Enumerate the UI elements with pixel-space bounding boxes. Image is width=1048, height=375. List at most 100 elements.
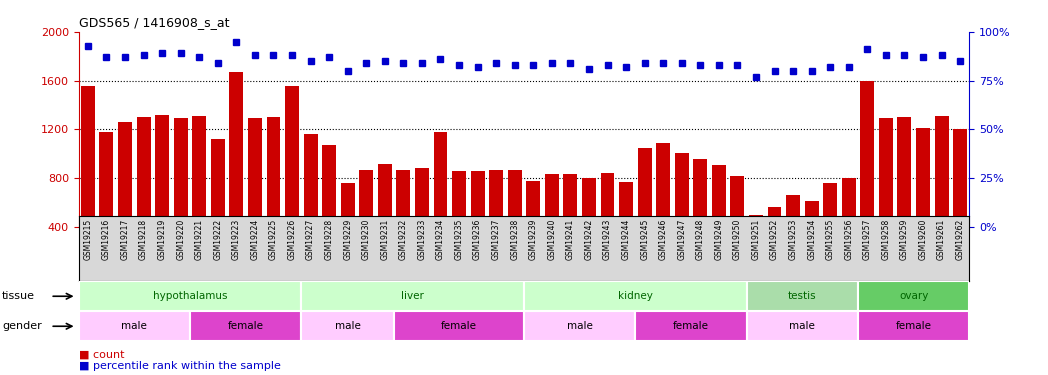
Bar bbox=[100, 132, 113, 227]
Bar bbox=[635, 311, 746, 341]
Text: GSM19254: GSM19254 bbox=[807, 219, 816, 260]
Bar bbox=[842, 178, 856, 227]
Bar bbox=[564, 174, 577, 227]
Bar bbox=[471, 171, 484, 227]
Bar bbox=[786, 195, 800, 227]
Bar bbox=[712, 165, 726, 227]
Bar bbox=[954, 129, 967, 227]
Bar bbox=[524, 281, 746, 311]
Text: GSM19235: GSM19235 bbox=[455, 219, 463, 260]
Text: GSM19232: GSM19232 bbox=[399, 219, 408, 260]
Text: male: male bbox=[334, 321, 361, 331]
Bar bbox=[285, 86, 299, 227]
Text: GSM19260: GSM19260 bbox=[918, 219, 927, 260]
Bar bbox=[230, 72, 243, 227]
Text: GSM19238: GSM19238 bbox=[510, 219, 519, 260]
Bar bbox=[174, 118, 188, 227]
Text: female: female bbox=[227, 321, 264, 331]
Bar bbox=[118, 122, 132, 227]
Bar bbox=[192, 116, 206, 227]
Bar bbox=[637, 148, 652, 227]
Text: GSM19250: GSM19250 bbox=[733, 219, 742, 260]
Text: GSM19248: GSM19248 bbox=[696, 219, 705, 260]
Bar bbox=[805, 201, 818, 227]
Text: GSM19247: GSM19247 bbox=[677, 219, 686, 260]
Bar bbox=[341, 183, 354, 227]
Text: GSM19219: GSM19219 bbox=[157, 219, 167, 260]
Bar bbox=[190, 311, 301, 341]
Text: GSM19251: GSM19251 bbox=[751, 219, 761, 260]
Bar bbox=[248, 118, 262, 227]
Text: GSM19259: GSM19259 bbox=[900, 219, 909, 260]
Bar bbox=[694, 159, 707, 227]
Text: GSM19234: GSM19234 bbox=[436, 219, 445, 260]
Bar bbox=[526, 181, 540, 227]
Text: GSM19252: GSM19252 bbox=[770, 219, 779, 260]
Text: GSM19261: GSM19261 bbox=[937, 219, 946, 260]
Text: GSM19216: GSM19216 bbox=[102, 219, 111, 260]
Text: liver: liver bbox=[401, 291, 424, 301]
Bar bbox=[322, 145, 336, 227]
Text: female: female bbox=[441, 321, 477, 331]
Bar bbox=[860, 81, 874, 227]
Text: tissue: tissue bbox=[2, 291, 35, 301]
Text: GSM19246: GSM19246 bbox=[659, 219, 668, 260]
Bar bbox=[79, 311, 190, 341]
Bar bbox=[916, 128, 930, 227]
Bar bbox=[824, 183, 837, 227]
Bar bbox=[524, 311, 635, 341]
Bar bbox=[266, 117, 281, 227]
Bar bbox=[155, 115, 169, 227]
Bar bbox=[545, 174, 559, 227]
Text: GSM19245: GSM19245 bbox=[640, 219, 649, 260]
Bar bbox=[619, 182, 633, 227]
Text: GSM19226: GSM19226 bbox=[287, 219, 297, 260]
Bar bbox=[675, 153, 689, 227]
Text: female: female bbox=[896, 321, 932, 331]
Bar bbox=[211, 139, 224, 227]
Text: GSM19256: GSM19256 bbox=[845, 219, 853, 260]
Text: GSM19224: GSM19224 bbox=[250, 219, 260, 260]
Text: GSM19244: GSM19244 bbox=[621, 219, 631, 260]
Text: GSM19223: GSM19223 bbox=[232, 219, 241, 260]
Bar bbox=[434, 132, 447, 227]
Text: GSM19231: GSM19231 bbox=[380, 219, 389, 260]
Text: testis: testis bbox=[788, 291, 816, 301]
Text: GSM19220: GSM19220 bbox=[176, 219, 185, 260]
Text: GSM19228: GSM19228 bbox=[325, 219, 333, 260]
Bar bbox=[879, 118, 893, 227]
Text: GSM19218: GSM19218 bbox=[139, 219, 148, 260]
Bar bbox=[508, 170, 522, 227]
Bar bbox=[858, 311, 969, 341]
Text: GSM19257: GSM19257 bbox=[863, 219, 872, 260]
Text: kidney: kidney bbox=[618, 291, 653, 301]
Text: GSM19242: GSM19242 bbox=[585, 219, 593, 260]
Bar bbox=[394, 311, 524, 341]
Bar bbox=[746, 311, 858, 341]
Bar bbox=[749, 214, 763, 227]
Bar bbox=[378, 164, 392, 227]
Text: male: male bbox=[122, 321, 147, 331]
Text: GSM19243: GSM19243 bbox=[603, 219, 612, 260]
Bar bbox=[897, 117, 912, 227]
Bar bbox=[858, 281, 969, 311]
Bar bbox=[136, 117, 151, 227]
Text: ovary: ovary bbox=[899, 291, 929, 301]
Text: GSM19239: GSM19239 bbox=[529, 219, 538, 260]
Text: GSM19225: GSM19225 bbox=[269, 219, 278, 260]
Bar bbox=[489, 170, 503, 227]
Text: GSM19262: GSM19262 bbox=[956, 219, 964, 260]
Text: GSM19258: GSM19258 bbox=[881, 219, 891, 260]
Bar bbox=[301, 281, 524, 311]
Bar bbox=[935, 116, 948, 227]
Bar bbox=[746, 281, 858, 311]
Bar bbox=[452, 171, 466, 227]
Text: GSM19253: GSM19253 bbox=[788, 219, 798, 260]
Text: GSM19230: GSM19230 bbox=[362, 219, 371, 260]
Text: GSM19217: GSM19217 bbox=[121, 219, 130, 260]
Text: GSM19227: GSM19227 bbox=[306, 219, 315, 260]
Text: GSM19229: GSM19229 bbox=[343, 219, 352, 260]
Text: gender: gender bbox=[2, 321, 42, 331]
Bar bbox=[767, 207, 782, 227]
Text: GSM19240: GSM19240 bbox=[547, 219, 556, 260]
